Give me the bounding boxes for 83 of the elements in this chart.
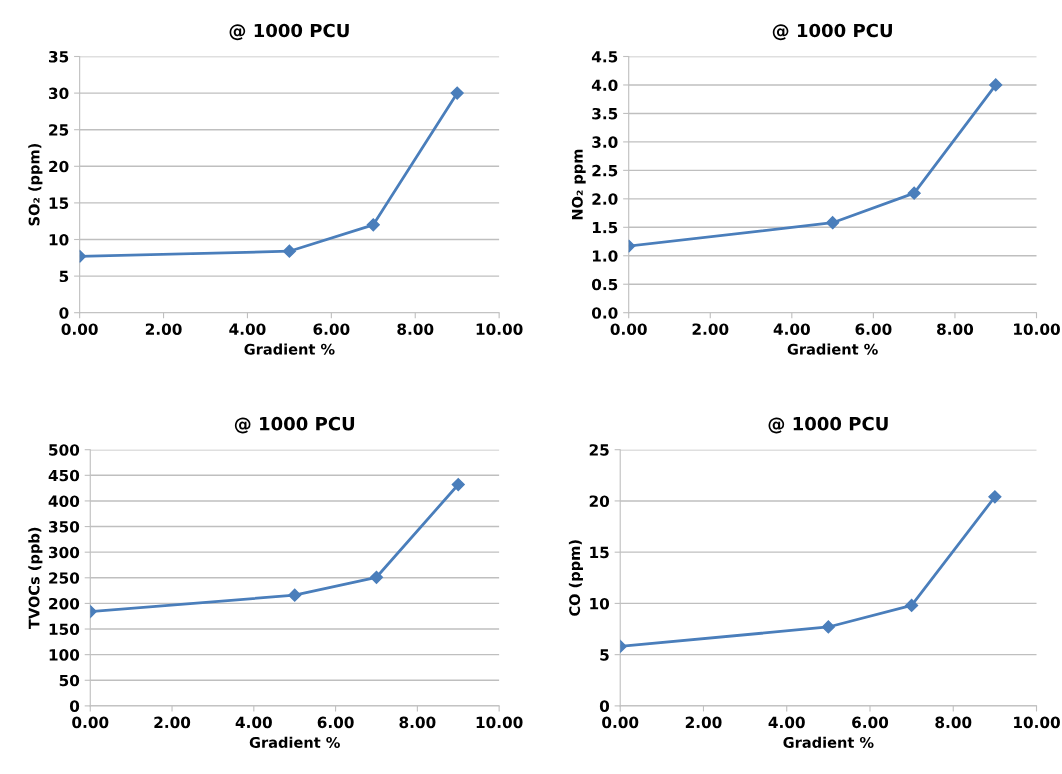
x-tick-label: 4.00 <box>768 716 805 729</box>
y-tick-label: 50 <box>59 674 80 687</box>
y-tick-label: 0 <box>69 700 80 712</box>
x-tick-label: 4.00 <box>235 716 272 729</box>
x-tick-label: 0.00 <box>602 716 639 729</box>
y-tick-label: 15 <box>49 197 69 209</box>
y-axis-title: SO₂ (ppm) <box>28 143 43 226</box>
y-tick-label: 0 <box>59 307 69 319</box>
y-tick-label: 20 <box>49 160 69 173</box>
point <box>989 78 1003 92</box>
x-tick-label: 0.00 <box>610 323 647 335</box>
point <box>451 477 465 492</box>
x-tick-label: 4.00 <box>773 323 810 335</box>
point <box>366 218 380 232</box>
x-tick-label: 8.00 <box>397 323 434 335</box>
x-tick-label: 2.00 <box>692 323 729 335</box>
x-tick-label: 4.00 <box>229 323 266 335</box>
x-tick-label: 6.00 <box>317 716 354 729</box>
x-tick-label: 6.00 <box>852 716 889 729</box>
y-tick-label: 3.5 <box>592 107 618 120</box>
x-axis-title: Gradient % <box>244 343 335 355</box>
x-tick-label: 0.00 <box>72 716 109 729</box>
chart-title: @ 1000 PCU <box>772 23 892 41</box>
y-tick-label: 35 <box>49 50 69 63</box>
y-tick-label: 250 <box>49 572 80 584</box>
y-tick-label: 1.0 <box>592 250 618 262</box>
y-tick-label: 400 <box>48 495 80 507</box>
x-tick-label: 6.00 <box>313 323 350 335</box>
chart-title: @ 1000 PCU <box>229 23 349 41</box>
chart-title: @ 1000 PCU <box>234 416 355 434</box>
point <box>821 620 835 634</box>
chart-title: @ 1000 PCU <box>768 416 888 434</box>
x-axis-title: Gradient % <box>787 343 878 355</box>
x-tick-label: 6.00 <box>855 323 892 335</box>
y-tick-label: 0 <box>599 700 610 712</box>
point <box>369 570 384 584</box>
y-tick-label: 20 <box>589 495 610 507</box>
y-tick-label: 3.0 <box>592 136 618 148</box>
y-tick-label: 25 <box>589 444 609 456</box>
x-axis-title: Gradient % <box>249 736 340 748</box>
x-tick-label: 10.00 <box>1014 716 1060 729</box>
y-axis-title: NO₂ ppm <box>571 149 586 220</box>
y-tick-label: 350 <box>48 521 80 533</box>
x-tick-label: 0.00 <box>61 323 98 335</box>
point <box>282 244 296 258</box>
y-tick-label: 30 <box>49 87 69 100</box>
point <box>288 588 302 602</box>
y-tick-label: 200 <box>49 597 80 610</box>
y-tick-label: 0.0 <box>591 307 618 319</box>
point <box>826 216 840 230</box>
x-axis-title: Gradient % <box>783 736 874 748</box>
y-tick-label: 15 <box>590 546 609 559</box>
x-tick-label: 2.00 <box>154 716 191 729</box>
y-tick-label: 25 <box>49 124 69 136</box>
y-tick-label: 300 <box>48 546 80 559</box>
x-tick-label: 10.00 <box>1014 323 1060 335</box>
point <box>988 490 1002 504</box>
y-tick-label: 10 <box>49 233 69 246</box>
y-axis-title: CO (ppm) <box>568 540 583 616</box>
point <box>450 86 464 100</box>
y-tick-label: 10 <box>590 597 610 610</box>
y-tick-label: 2.5 <box>592 164 618 177</box>
y-tick-label: 500 <box>49 444 80 456</box>
y-axis-title: TVOCs (ppb) <box>28 527 43 629</box>
x-tick-label: 10.00 <box>476 716 523 729</box>
y-tick-label: 5 <box>59 270 69 283</box>
x-tick-label: 8.00 <box>937 323 974 335</box>
x-tick-label: 10.00 <box>476 323 523 335</box>
y-tick-label: 0.5 <box>591 278 618 291</box>
y-tick-label: 5 <box>600 649 609 661</box>
y-tick-label: 150 <box>49 623 80 636</box>
x-tick-label: 2.00 <box>685 716 722 729</box>
x-tick-label: 8.00 <box>399 716 436 729</box>
point <box>905 598 919 613</box>
y-tick-label: 2.0 <box>592 193 618 205</box>
x-tick-label: 2.00 <box>145 323 182 335</box>
point <box>907 186 921 200</box>
y-tick-label: 100 <box>49 649 80 661</box>
y-tick-label: 450 <box>48 469 80 482</box>
y-tick-label: 1.5 <box>592 221 618 234</box>
y-tick-label: 4.5 <box>591 51 618 63</box>
y-tick-label: 4.0 <box>591 79 618 91</box>
x-tick-label: 8.00 <box>935 716 972 729</box>
